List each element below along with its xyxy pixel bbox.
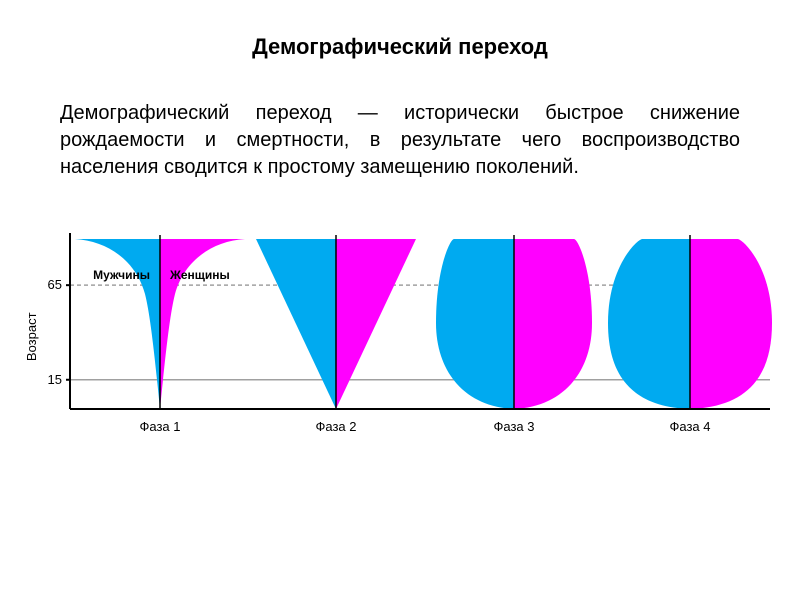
phase-1 [75,235,245,409]
chart-wrapper: Фаза 1 Фаза 2 Фаза 3 Фаза 4 65 15 Возраст Мужчи… [0,217,800,447]
y-tick-label: 65 [48,277,62,292]
definition-paragraph: Демографический переход — исторически бы… [60,100,740,181]
demographic-transition-chart: Фаза 1 Фаза 2 Фаза 3 Фаза 4 65 15 Возраст Мужчи… [20,217,780,447]
phase-2 [256,235,416,409]
page: Демографический переход Демографический … [0,0,800,467]
phase-3 [436,235,592,409]
phase-label: Фаза 2 [316,419,357,434]
phase-label: Фаза 1 [140,419,181,434]
page-title: Демографический переход [60,34,740,60]
y-axis-label: Возраст [24,312,39,361]
phase-4 [608,235,772,409]
legend-female: Женщины [169,268,230,282]
y-tick-label: 15 [48,372,62,387]
phase-label: Фаза 4 [670,419,711,434]
legend-male: Мужчины [93,268,150,282]
phase-label: Фаза 3 [494,419,535,434]
